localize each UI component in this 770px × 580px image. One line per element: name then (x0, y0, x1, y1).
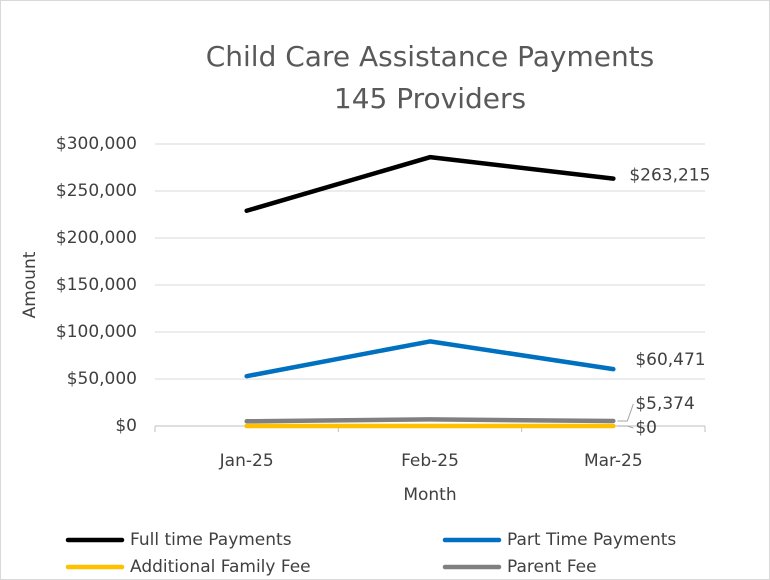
y-tick-label: $150,000 (56, 275, 137, 295)
x-tick-label: Mar-25 (584, 451, 643, 471)
data-label: $263,215 (629, 166, 710, 186)
y-tick-label: $50,000 (67, 369, 137, 389)
chart-title: Child Care Assistance Payments (206, 40, 655, 73)
y-tick-label: $0 (115, 416, 137, 436)
legend-label: Additional Family Fee (130, 557, 311, 577)
legend-label: Part Time Payments (507, 530, 676, 550)
leader-line (617, 425, 634, 429)
y-tick-label: $300,000 (56, 134, 137, 154)
x-tick-label: Feb-25 (401, 451, 459, 471)
y-tick-label: $250,000 (56, 181, 137, 201)
y-tick-label: $200,000 (56, 228, 137, 248)
legend-label: Full time Payments (130, 530, 292, 550)
series-line (244, 417, 616, 424)
x-axis-label: Month (403, 485, 456, 505)
legend-label: Parent Fee (507, 557, 597, 577)
data-label: $0 (635, 418, 657, 438)
series-line (244, 154, 616, 213)
data-label: $60,471 (635, 350, 705, 370)
x-tick-label: Jan-25 (219, 451, 274, 471)
y-axis-label: Amount (20, 251, 40, 318)
leader-line (617, 403, 634, 422)
series-line (244, 339, 616, 379)
chart-subtitle: 145 Providers (334, 82, 526, 115)
y-tick-label: $100,000 (56, 322, 137, 342)
data-label: $5,374 (635, 394, 694, 414)
